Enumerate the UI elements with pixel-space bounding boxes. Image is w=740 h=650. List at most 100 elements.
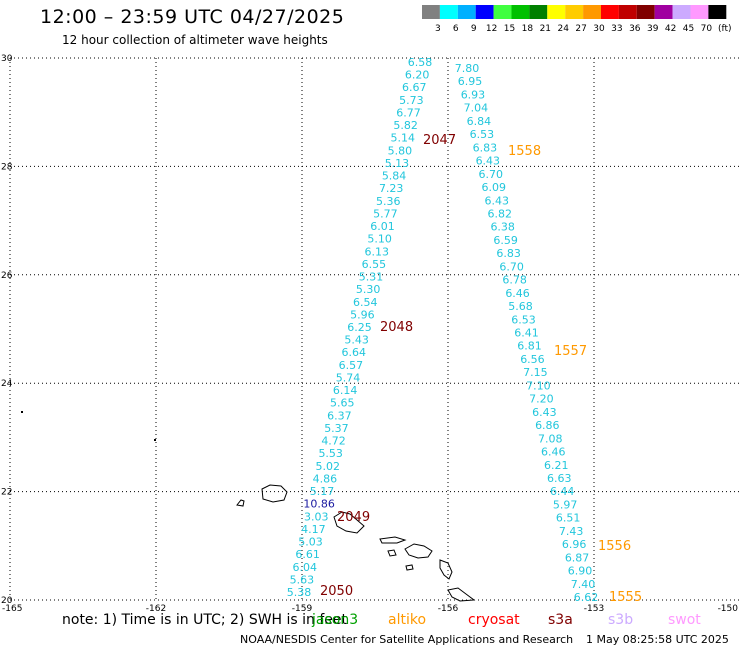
wave-height-value: 5.97 [553, 498, 578, 511]
wave-height-value: 7.08 [538, 432, 563, 445]
wave-height-value: 6.37 [327, 409, 352, 422]
island-molokai [379, 536, 407, 544]
colorbar-label-4: 15 [504, 24, 515, 34]
wave-height-value: 6.56 [520, 353, 545, 366]
island-maui [404, 543, 433, 559]
wave-height-value: 6.09 [482, 181, 507, 194]
footer-note: note: 1) Time is in UTC; 2) SWH is in fe… [62, 612, 348, 628]
wave-height-value: 6.90 [568, 565, 593, 578]
island-nihoa [21, 411, 23, 413]
wave-height-value: 5.68 [508, 300, 533, 313]
wave-height-value: 5.03 [298, 536, 323, 549]
island-lanai [387, 549, 397, 557]
page-title: 12:00 – 23:59 UTC 04/27/2025 [40, 6, 345, 28]
wave-height-value: 6.78 [502, 274, 527, 287]
wave-height-value: 5.74 [336, 371, 361, 384]
lat-tick-label: 30 [1, 54, 13, 64]
wave-height-value: 6.54 [353, 296, 378, 309]
wave-height-value: 5.30 [356, 283, 381, 296]
wave-height-value: 6.14 [333, 384, 358, 397]
wave-height-value: 6.55 [362, 258, 387, 271]
wave-height-value: 6.83 [496, 247, 521, 260]
wave-height-value: 6.46 [505, 287, 530, 300]
pass-time-labels: 2047 2048 2049 2050 1558 1557 1556 1555 [320, 133, 642, 605]
lat-tick-label: 26 [1, 271, 13, 281]
colorbar-swatch-2 [457, 5, 476, 19]
wave-height-value: 5.13 [385, 157, 410, 170]
wave-height-value: 6.21 [544, 459, 569, 472]
wave-height-value: 6.87 [565, 551, 590, 564]
colorbar-swatch-7 [547, 5, 566, 19]
mission-jason3: jason3 [312, 612, 359, 628]
wave-height-value: 5.73 [399, 94, 424, 107]
wave-height-value: 7.23 [379, 182, 404, 195]
wave-height-value: 5.17 [310, 485, 335, 498]
wave-height-value: 5.02 [316, 460, 341, 473]
wave-height-value: 5.38 [287, 586, 312, 599]
wave-height-value: 6.01 [370, 220, 395, 233]
wave-height-value: 6.58 [408, 56, 433, 69]
wave-height-value: 5.53 [318, 447, 343, 460]
colorbar-swatch-0 [422, 5, 440, 19]
wave-height-value: 6.62 [574, 591, 599, 604]
colorbar-unit: (ft) [718, 24, 732, 34]
wave-height-value: 3.03 [304, 510, 329, 523]
wave-height-value: 10.86 [303, 498, 335, 511]
colorbar-label-8: 27 [575, 24, 586, 34]
colorbar-swatch-14 [672, 5, 691, 19]
wave-height-value: 6.25 [347, 321, 372, 334]
colorbar-swatch-6 [529, 5, 548, 19]
wave-height-value: 5.80 [388, 144, 413, 157]
wave-height-value: 6.93 [461, 88, 486, 101]
colorbar-label-15: 70 [701, 24, 713, 34]
island-necker [154, 439, 156, 441]
wave-height-value: 7.15 [523, 366, 548, 379]
pass-time-label: 2050 [320, 584, 353, 599]
colorbar-swatch-11 [618, 5, 637, 19]
pass-time-label: 1555 [609, 590, 642, 605]
colorbar-swatch-15 [690, 5, 709, 19]
page-subtitle: 12 hour collection of altimeter wave hei… [62, 33, 328, 47]
wave-height-value: 7.04 [464, 102, 489, 115]
wave-height-value: 4.86 [313, 472, 338, 485]
wave-height-value: 6.41 [514, 327, 539, 340]
lat-tick-label: 28 [1, 162, 13, 172]
pass-time-label: 1557 [554, 344, 587, 359]
wave-height-value: 5.96 [350, 308, 375, 321]
wave-height-value: 6.95 [458, 75, 483, 88]
wave-height-value: 6.61 [295, 548, 320, 561]
wave-height-value: 6.70 [499, 260, 524, 273]
map-grid [9, 57, 740, 601]
lon-tick-label: -156 [438, 604, 459, 614]
wave-height-value: 6.44 [550, 485, 575, 498]
wave-height-value: 5.63 [290, 573, 315, 586]
wave-height-value: 5.43 [344, 334, 369, 347]
lon-tick-label: -165 [2, 604, 22, 614]
island-kahoolawe [405, 564, 414, 571]
lat-tick-label: 24 [1, 379, 13, 389]
island-oahu [333, 511, 365, 534]
wave-height-value: 5.37 [324, 422, 349, 435]
credit-line: NOAA/NESDIS Center for Satellite Applica… [240, 633, 574, 646]
colorbar-swatch-1 [439, 5, 458, 19]
wave-height-value: 7.10 [526, 379, 551, 392]
lat-tick-label: 20 [1, 596, 13, 606]
generated-timestamp: 1 May 08:25:58 UTC 2025 [586, 633, 729, 646]
wave-height-value: 6.53 [511, 313, 536, 326]
wave-height-value: 6.63 [547, 472, 572, 485]
colorbar-label-10: 33 [611, 24, 622, 34]
colorbar-label-9: 30 [593, 24, 605, 34]
axis-ticks: -165 -162 -159 -156 -153 -150 30 28 26 24 22 20 [1, 54, 738, 614]
mission-s3a: s3a [548, 612, 573, 628]
wave-height-value: 6.53 [470, 128, 495, 141]
pass-time-label: 2049 [337, 510, 370, 525]
colorbar-label-5: 18 [522, 24, 534, 34]
wave-height-value: 6.84 [467, 115, 492, 128]
wave-height-value: 4.72 [321, 435, 346, 448]
wave-height-value: 4.17 [301, 523, 326, 536]
colorbar-label-6: 21 [540, 24, 551, 34]
wave-height-value: 6.57 [339, 359, 364, 372]
wave-height-value: 6.51 [556, 512, 581, 525]
wave-height-value: 6.13 [365, 245, 390, 258]
